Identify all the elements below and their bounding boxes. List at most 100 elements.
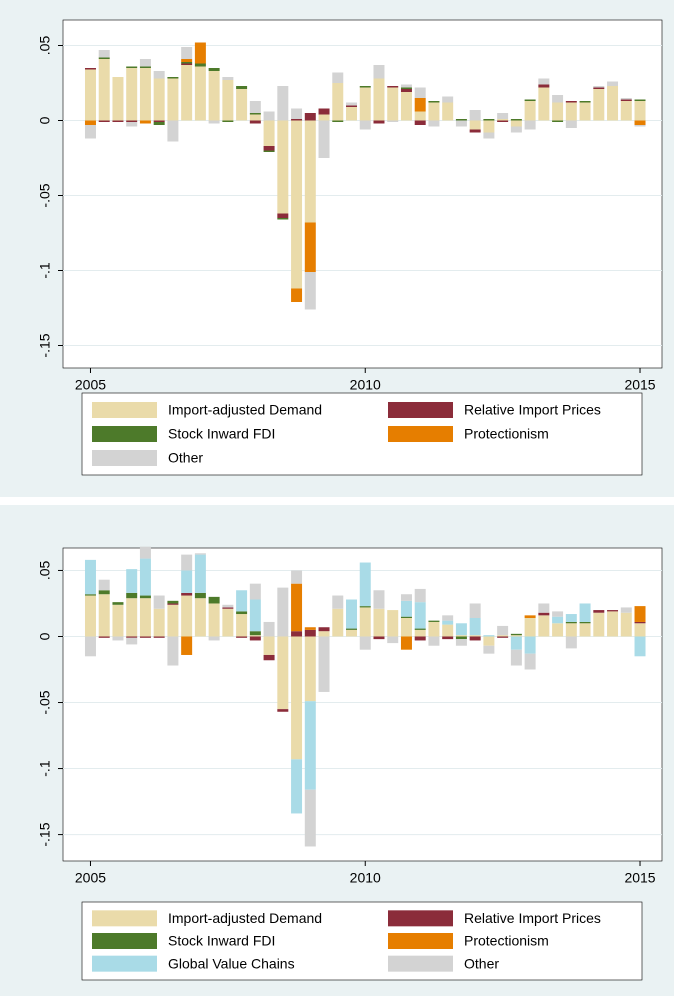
bar-segment: [400, 636, 412, 650]
bar-segment: [153, 608, 165, 637]
bar-segment: [126, 636, 138, 638]
bar-segment: [346, 102, 358, 106]
legend-label: Other: [464, 955, 499, 971]
bar-segment: [126, 66, 138, 68]
bar-segment: [414, 629, 426, 637]
bar-segment: [84, 120, 96, 125]
bar-segment: [387, 610, 399, 637]
plot-area: [62, 19, 663, 369]
bar-segment: [139, 66, 151, 68]
bar-segment: [359, 120, 371, 130]
bar-segment: [346, 599, 358, 629]
bar-segment: [167, 604, 179, 637]
bar-segment: [84, 69, 96, 121]
bar-segment: [236, 636, 248, 638]
bar-segment: [359, 606, 371, 608]
bar-segment: [373, 636, 385, 640]
bar-segment: [112, 636, 124, 641]
bar-segment: [291, 119, 303, 121]
bar-segment: [263, 120, 275, 146]
bar-segment: [428, 620, 440, 622]
legend-label: Stock Inward FDI: [168, 933, 275, 949]
bar-segment: [400, 87, 412, 89]
bar-segment: [538, 615, 550, 637]
bar-segment: [291, 759, 303, 814]
bar-segment: [359, 562, 371, 607]
legend-swatch: [92, 426, 157, 442]
bar-segment: [194, 63, 206, 67]
bar-segment: [414, 602, 426, 629]
bar-segment: [634, 636, 646, 657]
bar-segment: [607, 610, 619, 612]
bar-segment: [153, 120, 165, 122]
bar-segment: [167, 78, 179, 121]
bar-segment: [593, 86, 605, 88]
legend-label: Protectionism: [464, 933, 549, 949]
x-tick-label: 2005: [75, 870, 106, 886]
bar-segment: [510, 633, 522, 636]
bar-segment: [236, 614, 248, 637]
bar-segment: [414, 111, 426, 121]
bar-segment: [181, 636, 193, 655]
bar-segment: [552, 616, 564, 624]
bar-segment: [565, 636, 577, 649]
bar-segment: [263, 150, 275, 152]
bar-segment: [565, 101, 577, 103]
bar-segment: [194, 592, 206, 599]
legend-swatch: [92, 933, 157, 949]
bar-segment: [538, 78, 550, 85]
bar-segment: [620, 99, 632, 101]
legend-label: Stock Inward FDI: [168, 426, 275, 442]
bar-segment: [84, 125, 96, 139]
bar-segment: [510, 120, 522, 127]
bar-segment: [524, 615, 536, 618]
bar-segment: [126, 592, 138, 599]
bar-segment: [469, 120, 481, 130]
bar-segment: [208, 636, 220, 641]
bar-segment: [263, 146, 275, 151]
bar-segment: [455, 639, 467, 646]
bar-segment: [483, 119, 495, 121]
bar-segment: [222, 80, 234, 121]
bar-segment: [620, 612, 632, 637]
bar-segment: [469, 636, 481, 641]
bar-segment: [524, 99, 536, 101]
bar-segment: [552, 102, 564, 121]
bar-segment: [620, 101, 632, 121]
bar-segment: [291, 288, 303, 302]
bar-segment: [84, 68, 96, 70]
bar-segment: [387, 86, 399, 88]
bar-segment: [263, 654, 275, 661]
bar-segment: [579, 603, 591, 622]
bar-segment: [208, 603, 220, 637]
bar-segment: [455, 119, 467, 121]
bar-segment: [98, 57, 110, 59]
bar-segment: [483, 645, 495, 654]
bar-segment: [524, 101, 536, 121]
bar-segment: [634, 125, 646, 127]
bar-segment: [552, 623, 564, 637]
bar-segment: [249, 635, 261, 637]
y-tick-label: -.15: [37, 822, 53, 846]
bar-segment: [291, 120, 303, 289]
bar-segment: [167, 77, 179, 79]
bar-segment: [222, 120, 234, 122]
bar-segment: [634, 99, 646, 101]
bar-segment: [634, 606, 646, 622]
bar-segment: [153, 122, 165, 125]
bar-segment: [84, 559, 96, 595]
bar-segment: [524, 636, 536, 654]
bar-segment: [497, 113, 509, 119]
bar-segment: [153, 636, 165, 638]
bar-segment: [98, 594, 110, 637]
bar-segment: [634, 120, 646, 125]
bar-segment: [469, 635, 481, 637]
bar-segment: [318, 120, 330, 158]
bar-segment: [400, 84, 412, 88]
bar-segment: [483, 120, 495, 133]
bar-segment: [565, 120, 577, 128]
bar-segment: [483, 636, 495, 646]
bar-segment: [139, 120, 151, 124]
bar-segment: [428, 101, 440, 103]
bar-segment: [400, 92, 412, 121]
